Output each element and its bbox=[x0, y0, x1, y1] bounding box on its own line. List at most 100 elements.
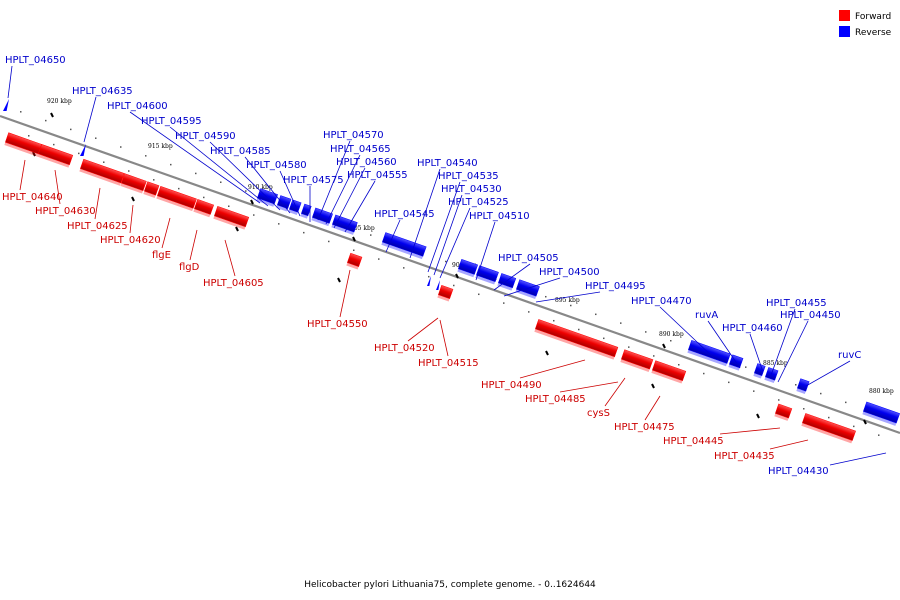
label-leader-line bbox=[439, 319, 449, 357]
backbone-dot bbox=[195, 172, 197, 175]
forward-gene-block-body bbox=[621, 349, 654, 370]
backbone-dot bbox=[328, 240, 330, 243]
backbone-dot bbox=[795, 384, 797, 386]
forward-gene-block-body bbox=[214, 206, 250, 228]
backbone-dot bbox=[370, 234, 372, 236]
reverse-gene-arrow bbox=[80, 144, 86, 156]
backbone-dot bbox=[578, 328, 580, 331]
backbone-dot bbox=[445, 260, 447, 263]
forward-gene-block-body bbox=[535, 319, 619, 358]
reverse-gene-block-body bbox=[863, 401, 900, 424]
forward-gene-block bbox=[79, 158, 125, 186]
backbone-dot bbox=[653, 355, 655, 357]
backbone-dot bbox=[878, 434, 880, 436]
legend: Forward Reverse bbox=[839, 10, 892, 38]
forward-gene-block bbox=[801, 413, 856, 444]
gene-label: HPLT_04505 bbox=[498, 253, 559, 264]
tick-label-920: 920 kbp bbox=[47, 98, 72, 105]
legend-forward-label: Forward bbox=[855, 12, 891, 22]
gene-label: HPLT_04490 bbox=[481, 380, 542, 391]
forward-gene-block-body bbox=[38, 144, 74, 166]
label-leader-line bbox=[719, 427, 781, 435]
forward-gene-block bbox=[437, 284, 454, 302]
gene-label: HPLT_04525 bbox=[448, 197, 509, 208]
gene-label: ruvA bbox=[695, 310, 718, 321]
gene-label: HPLT_04625 bbox=[67, 221, 128, 232]
label-leader-line bbox=[344, 180, 376, 233]
reverse-gene-block bbox=[475, 265, 499, 285]
label-leader-line bbox=[333, 167, 366, 229]
gene-label: HPLT_04455 bbox=[766, 298, 827, 309]
tick-label-905: 905 kbp bbox=[350, 225, 375, 232]
gene-label: HPLT_04450 bbox=[780, 310, 841, 321]
forward-gene-block-body bbox=[144, 181, 160, 196]
gene-label: HPLT_04585 bbox=[210, 146, 271, 157]
reverse-gene-block bbox=[381, 232, 427, 260]
backbone-dot bbox=[478, 293, 480, 296]
backbone-dot bbox=[170, 163, 172, 166]
gene-label: HPLT_04630 bbox=[35, 206, 96, 217]
gene-label: HPLT_04495 bbox=[585, 281, 646, 292]
tick-label-880: 880 kbp bbox=[869, 388, 894, 395]
label-leader-line bbox=[161, 217, 171, 249]
gene-label: HPLT_04575 bbox=[283, 175, 344, 186]
tick-label-895: 895 kbp bbox=[555, 297, 580, 304]
reverse-gene-block bbox=[687, 339, 731, 367]
label-leader-line bbox=[317, 140, 351, 221]
tick-mark bbox=[50, 112, 54, 118]
reverse-gene-block bbox=[753, 363, 766, 379]
legend-forward-swatch bbox=[839, 10, 850, 21]
backbone-dot bbox=[103, 161, 105, 163]
label-leader-line bbox=[325, 154, 361, 225]
gene-label: HPLT_04620 bbox=[100, 235, 161, 246]
backbone-dot bbox=[528, 311, 530, 313]
label-leader-line bbox=[604, 377, 626, 407]
tick-mark bbox=[756, 413, 760, 419]
forward-gene-block bbox=[156, 185, 197, 212]
forward-gene-block-body bbox=[802, 413, 856, 441]
tick-mark bbox=[651, 383, 655, 389]
forward-gene-block-body bbox=[194, 199, 215, 215]
label-leader-line bbox=[433, 194, 463, 276]
gene-label: HPLT_04560 bbox=[336, 157, 397, 168]
gene-label: HPLT_04600 bbox=[107, 101, 168, 112]
forward-gene-block-body bbox=[652, 360, 687, 382]
tick-label-910: 910 kbp bbox=[248, 184, 273, 191]
tick-mark bbox=[662, 343, 666, 349]
backbone-dot bbox=[78, 152, 80, 155]
gene-label: cysS bbox=[587, 408, 610, 419]
label-leader-line bbox=[7, 65, 13, 99]
backbone-dot bbox=[853, 425, 855, 428]
forward-gene-block bbox=[120, 173, 147, 194]
gene-label: flgD bbox=[179, 262, 200, 273]
forward-gene-block bbox=[193, 199, 215, 218]
label-leader-line bbox=[493, 263, 531, 291]
forward-gene-block-body bbox=[121, 173, 147, 191]
forward-gene-block bbox=[346, 252, 363, 270]
tick-mark bbox=[32, 151, 36, 157]
tick-label-890: 890 kbp bbox=[659, 331, 684, 338]
legend-reverse-label: Reverse bbox=[855, 28, 892, 38]
gene-label: HPLT_04515 bbox=[418, 358, 479, 369]
forward-gene-block bbox=[213, 206, 250, 230]
forward-gene-block-body bbox=[438, 284, 454, 299]
label-leader-line bbox=[409, 168, 441, 259]
label-leader-line bbox=[707, 320, 741, 369]
gene-label: HPLT_04435 bbox=[714, 451, 775, 462]
tick-mark bbox=[131, 196, 135, 202]
gene-label: HPLT_04535 bbox=[438, 171, 499, 182]
backbone-dot bbox=[145, 155, 147, 157]
label-leader-line bbox=[189, 229, 198, 261]
label-leader-line bbox=[339, 269, 351, 318]
backbone-dot bbox=[428, 275, 430, 278]
label-leader-line bbox=[777, 320, 809, 383]
gene-label: HPLT_04595 bbox=[141, 116, 202, 127]
backbone-dot bbox=[745, 366, 747, 368]
label-leader-line bbox=[503, 277, 561, 297]
backbone-dot bbox=[553, 319, 555, 322]
backbone-dot bbox=[753, 390, 755, 392]
reverse-gene-block-body bbox=[458, 258, 479, 275]
backbone-dot bbox=[403, 267, 405, 269]
gene-label: HPLT_04470 bbox=[631, 296, 692, 307]
label-leader-line bbox=[94, 187, 101, 220]
